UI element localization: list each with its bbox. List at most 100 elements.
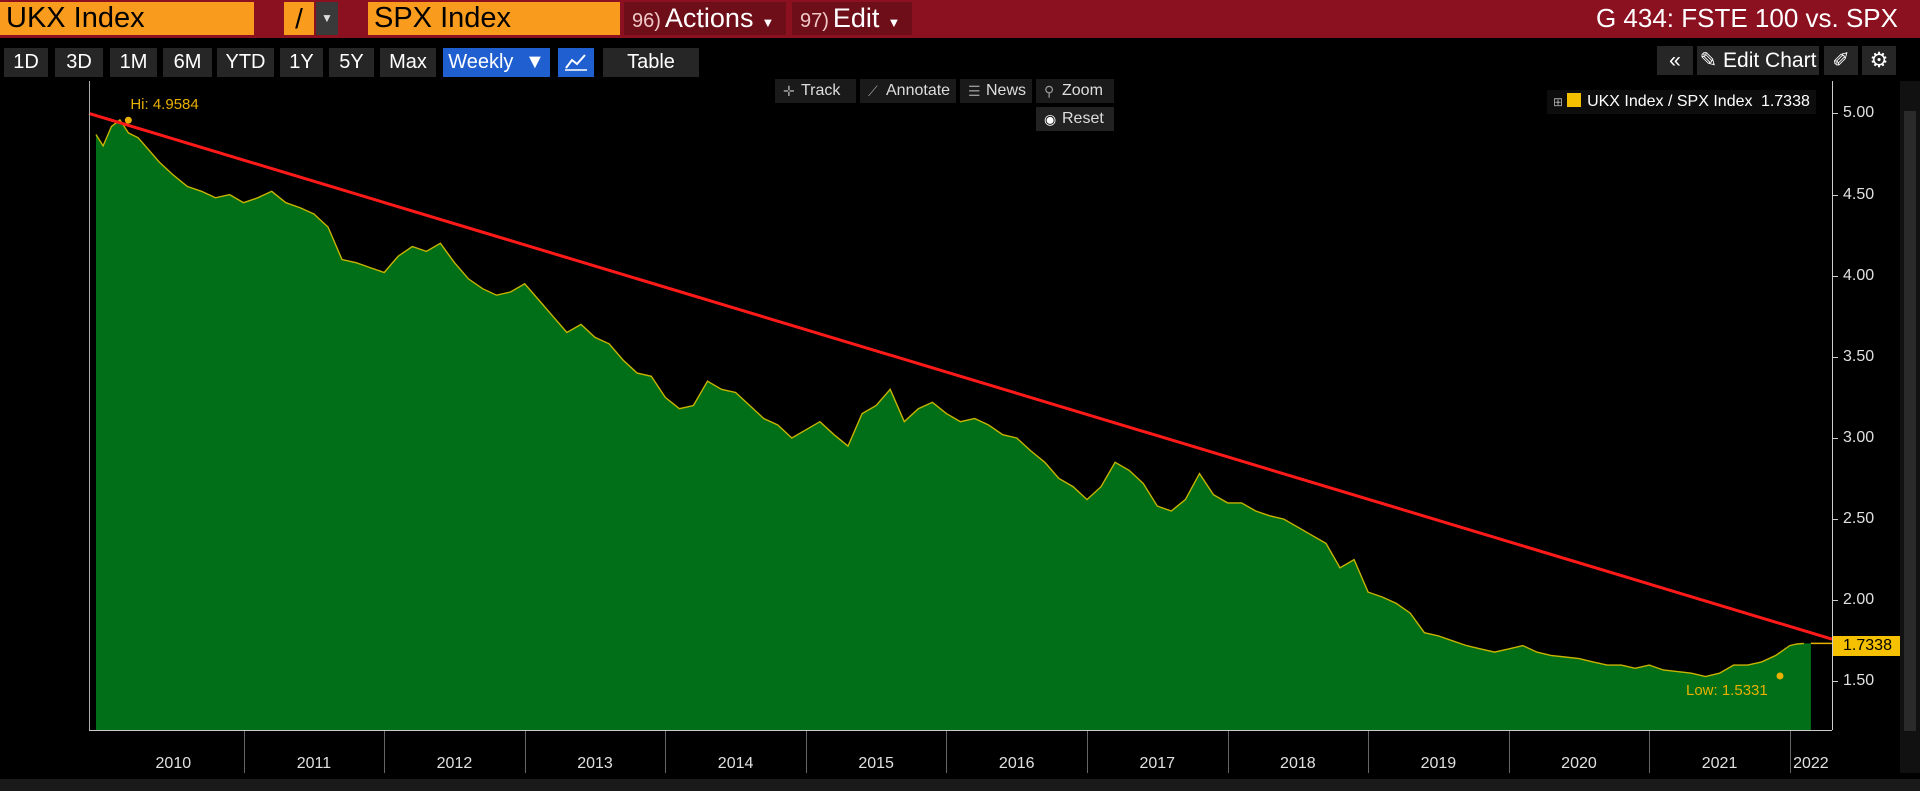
x-year-label: 2012 bbox=[436, 755, 473, 772]
actions-menu[interactable]: 96) Actions ▼ bbox=[624, 2, 786, 35]
edit-menu[interactable]: 97) Edit ▼ bbox=[792, 2, 912, 35]
x-year-boundary bbox=[524, 731, 526, 773]
range-1d-button[interactable]: 1D bbox=[4, 48, 48, 77]
scrollbar-thumb[interactable] bbox=[1904, 111, 1916, 731]
zoom-button[interactable]: ⚲ Zoom bbox=[1036, 79, 1114, 103]
actions-label: Actions bbox=[664, 3, 754, 33]
x-year-label: 2021 bbox=[1701, 755, 1738, 772]
y-tick-label: 3.00 bbox=[1843, 428, 1875, 446]
y-tick-label: 4.50 bbox=[1843, 185, 1875, 203]
y-tick bbox=[1832, 194, 1838, 196]
x-year-boundary bbox=[805, 731, 807, 773]
frequency-dropdown[interactable]: Weekly ▼ bbox=[443, 48, 550, 77]
range-1m-button[interactable]: 1M bbox=[110, 48, 157, 77]
vertical-scrollbar[interactable] bbox=[1900, 81, 1920, 773]
collapse-icon[interactable]: « bbox=[1657, 46, 1693, 75]
operator-value: / bbox=[284, 2, 314, 35]
range-max-button[interactable]: Max bbox=[380, 48, 436, 77]
edit-number: 97) bbox=[800, 10, 829, 32]
reset-button[interactable]: ◉ Reset bbox=[1036, 107, 1114, 131]
x-axis bbox=[89, 730, 1832, 775]
x-year-boundary bbox=[946, 731, 948, 773]
annotate-button[interactable]: ⟋ Annotate bbox=[860, 79, 956, 103]
y-tick bbox=[1832, 519, 1838, 521]
x-year-boundary bbox=[1649, 731, 1651, 773]
actions-number: 96) bbox=[632, 10, 661, 32]
y-tick-label: 2.00 bbox=[1843, 591, 1875, 609]
edit-chart-button[interactable]: ✎ Edit Chart bbox=[1697, 46, 1819, 75]
range-1y-button[interactable]: 1Y bbox=[280, 48, 323, 77]
x-year-label: 2010 bbox=[155, 755, 192, 772]
reset-label: Reset bbox=[1062, 110, 1104, 127]
hidden-settings-row bbox=[0, 38, 1920, 46]
y-tick bbox=[1832, 600, 1838, 602]
y-axis bbox=[1832, 81, 1900, 730]
range-3d-button[interactable]: 3D bbox=[55, 48, 103, 77]
y-tick-label: 1.50 bbox=[1843, 672, 1875, 690]
y-tick-label: 4.00 bbox=[1843, 266, 1875, 284]
x-year-label: 2014 bbox=[717, 755, 754, 772]
y-tick-label: 3.50 bbox=[1843, 347, 1875, 365]
x-year-boundary bbox=[1508, 731, 1510, 773]
x-year-boundary bbox=[1368, 731, 1370, 773]
low-annotation: Low: 1.5331 bbox=[1685, 681, 1768, 699]
pencil-icon: ✎ bbox=[1699, 49, 1718, 72]
range-5y-button[interactable]: 5Y bbox=[329, 48, 374, 77]
x-year-label: 2022 bbox=[1793, 755, 1829, 772]
frequency-label: Weekly bbox=[448, 51, 514, 73]
y-tick-label: 5.00 bbox=[1843, 104, 1875, 122]
high-marker bbox=[124, 116, 132, 124]
annotate-icon: ⟋ bbox=[868, 83, 878, 99]
y-tick bbox=[1832, 113, 1838, 115]
x-year-label: 2017 bbox=[1139, 755, 1176, 772]
reset-icon: ◉ bbox=[1044, 111, 1057, 127]
y-tick bbox=[1832, 681, 1838, 683]
range-6m-button[interactable]: 6M bbox=[163, 48, 212, 77]
header-bar: UKX Index / ▼ SPX Index 96) Actions ▼ 97) E… bbox=[0, 0, 1920, 38]
area-series-line bbox=[95, 118, 1804, 678]
x-year-label: 2011 bbox=[296, 755, 332, 772]
legend-last-value: 1.7338 bbox=[1760, 93, 1810, 110]
x-year-label: 2018 bbox=[1280, 755, 1316, 772]
operator-select[interactable]: / ▼ bbox=[284, 2, 340, 35]
draw-icon[interactable]: ✐ bbox=[1824, 46, 1858, 75]
bottom-status-bar bbox=[0, 779, 1920, 791]
x-year-label: 2015 bbox=[858, 755, 894, 772]
chevron-down-icon[interactable]: ▼ bbox=[316, 2, 338, 35]
x-year-label: 2020 bbox=[1561, 755, 1597, 772]
table-button[interactable]: Table bbox=[603, 48, 699, 77]
expand-icon[interactable]: ⊞ bbox=[1553, 95, 1564, 109]
news-icon: ☰ bbox=[968, 83, 981, 99]
area-series-fill bbox=[96, 119, 1811, 730]
low-marker bbox=[1776, 672, 1784, 680]
x-year-label: 2013 bbox=[577, 755, 613, 772]
security1-input[interactable]: UKX Index bbox=[0, 2, 254, 35]
triangle-down-icon: ▼ bbox=[524, 51, 545, 73]
x-year-boundary bbox=[1087, 731, 1088, 773]
news-button[interactable]: ☰ News bbox=[960, 79, 1032, 103]
x-year-label: 2016 bbox=[998, 755, 1035, 772]
news-label: News bbox=[986, 82, 1027, 99]
last-value-box: 1.7338 bbox=[1833, 636, 1902, 656]
track-button[interactable]: ✛ Track bbox=[775, 79, 856, 103]
edit-chart-label: Edit Chart bbox=[1723, 49, 1817, 72]
range-ytd-button[interactable]: YTD bbox=[217, 48, 274, 77]
line-chart-icon[interactable] bbox=[558, 48, 594, 77]
chart-window-title: G 434: FSTE 100 vs. SPX bbox=[1595, 3, 1898, 33]
y-tick-label: 2.50 bbox=[1843, 510, 1875, 528]
annotate-label: Annotate bbox=[886, 82, 951, 99]
magnifier-icon: ⚲ bbox=[1044, 83, 1055, 99]
legend-swatch bbox=[1567, 93, 1582, 108]
x-year-boundary bbox=[384, 731, 386, 773]
x-year-boundary bbox=[1789, 731, 1791, 773]
caret-down-icon: ▼ bbox=[887, 15, 901, 30]
x-year-label: 2019 bbox=[1420, 755, 1457, 772]
x-year-boundary bbox=[243, 731, 245, 773]
gear-icon[interactable]: ⚙ bbox=[1862, 46, 1896, 75]
track-label: Track bbox=[801, 82, 841, 99]
legend-series-name: UKX Index / SPX Index bbox=[1587, 93, 1753, 110]
legend[interactable]: ⊞ UKX Index / SPX Index 1.7338 bbox=[1547, 90, 1816, 114]
y-tick bbox=[1832, 275, 1838, 277]
security2-input[interactable]: SPX Index bbox=[368, 2, 620, 35]
